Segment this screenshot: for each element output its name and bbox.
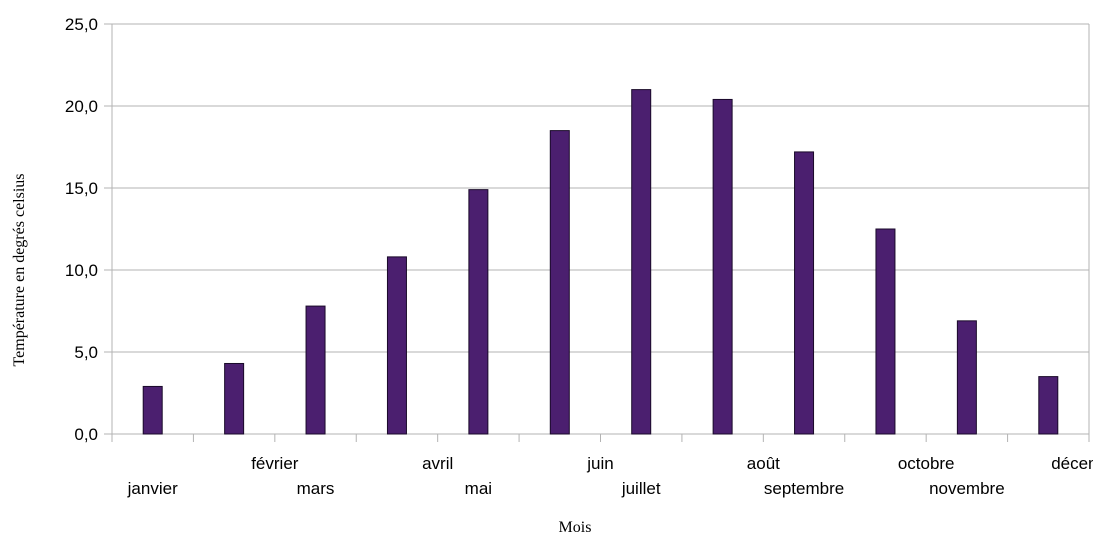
bar <box>794 151 815 435</box>
y-tick-label: 5,0 <box>74 343 98 362</box>
y-axis-ticks: 0,0 5,0 10,0 15,0 20,0 25,0 <box>65 15 98 444</box>
x-axis-ticks: janvier février mars avril mai juin juillet aoû… <box>127 454 1093 498</box>
y-axis-title: Température en degrés celsius <box>11 173 28 366</box>
bar <box>1038 376 1059 435</box>
bar <box>224 362 245 435</box>
bar <box>549 130 570 435</box>
bar <box>631 89 652 435</box>
x-tick-label: septembre <box>764 479 844 498</box>
bar <box>956 320 977 435</box>
y-tick-label: 0,0 <box>74 425 98 444</box>
x-tick-label: août <box>747 454 780 473</box>
y-tick-label: 20,0 <box>65 97 98 116</box>
y-tick-label: 25,0 <box>65 15 98 34</box>
bar <box>712 98 733 435</box>
x-tick-label: mai <box>465 479 492 498</box>
x-tick-label: juillet <box>621 479 661 498</box>
x-tick-label: octobre <box>898 454 955 473</box>
bar <box>142 385 163 435</box>
x-tick-label: février <box>251 454 299 473</box>
x-tick-label: mars <box>297 479 335 498</box>
bar <box>305 305 326 435</box>
bar <box>468 189 489 435</box>
gridlines <box>104 23 1090 442</box>
x-axis-title: Mois <box>559 519 592 536</box>
x-tick-label: décembre <box>1051 454 1093 473</box>
bar <box>875 228 896 435</box>
x-tick-label: novembre <box>929 479 1005 498</box>
y-tick-label: 15,0 <box>65 179 98 198</box>
bars <box>142 89 1059 435</box>
x-tick-label: avril <box>422 454 453 473</box>
x-tick-label: juin <box>586 454 613 473</box>
bar <box>386 256 407 435</box>
y-tick-label: 10,0 <box>65 261 98 280</box>
x-tick-label: janvier <box>127 479 178 498</box>
